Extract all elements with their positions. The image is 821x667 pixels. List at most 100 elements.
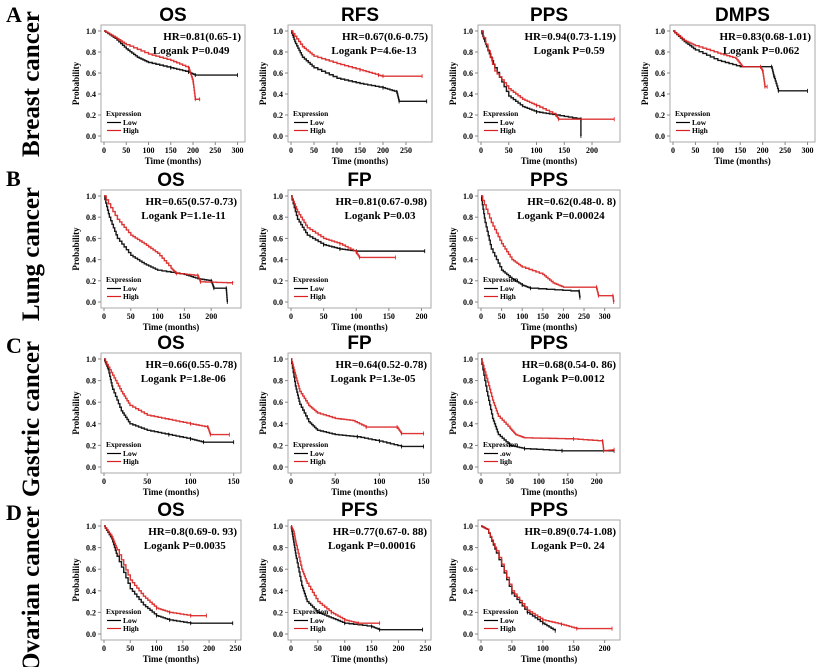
x-tick-label: 200 bbox=[557, 312, 569, 321]
y-axis-label: Probability bbox=[258, 227, 268, 271]
x-tick-label: 100 bbox=[533, 477, 545, 486]
x-tick-label: 0 bbox=[479, 644, 483, 653]
km-curve-high bbox=[104, 195, 234, 284]
x-tick-label: 100 bbox=[184, 477, 196, 486]
panel-title: FP bbox=[347, 170, 372, 191]
panel-title: OS bbox=[157, 170, 184, 191]
x-tick-label: 50 bbox=[127, 312, 135, 321]
x-tick-label: 0 bbox=[102, 146, 106, 155]
x-axis-label: Time (months) bbox=[143, 487, 200, 497]
legend-label-low: .ow bbox=[500, 449, 512, 458]
row-letter-b: B bbox=[6, 166, 21, 191]
y-axis-label: Probability bbox=[448, 227, 458, 271]
plot-frame bbox=[100, 189, 242, 309]
x-tick-label: 200 bbox=[415, 312, 427, 321]
x-tick-label: 150 bbox=[558, 146, 570, 155]
panel-title: PPS bbox=[530, 170, 568, 191]
x-tick-label: 100 bbox=[143, 146, 155, 155]
legend-title: Expression bbox=[293, 440, 329, 449]
legend-title: Expression bbox=[106, 607, 142, 616]
x-tick-label: 100 bbox=[151, 644, 163, 653]
logrank-p: Logank P=1.1e-11 bbox=[141, 210, 226, 222]
hazard-ratio: HR=0.89(0.74-1.08) bbox=[524, 526, 616, 538]
legend-label-high: High bbox=[123, 126, 140, 135]
logrank-p: Logank P=0.00016 bbox=[328, 540, 416, 552]
x-tick-label: 100 bbox=[516, 312, 528, 321]
km-curve-high bbox=[104, 30, 200, 100]
hazard-ratio: HR=0.65(0.57-0.73) bbox=[145, 196, 237, 208]
hazard-ratio: HR=0.64(0.52-0.78) bbox=[335, 359, 427, 371]
legend-title: Expression bbox=[293, 275, 329, 284]
y-tick-label: 0.4 bbox=[86, 587, 96, 596]
y-axis-label: Probability bbox=[71, 558, 81, 602]
plot-frame bbox=[669, 24, 816, 143]
x-tick-label: 150 bbox=[734, 146, 746, 155]
hazard-ratio: HR=0.67(0.6-0.75) bbox=[342, 31, 428, 43]
y-tick-label: 0.4 bbox=[463, 256, 473, 265]
x-tick-label: 150 bbox=[228, 477, 240, 486]
y-tick-label: 1.0 bbox=[463, 27, 473, 36]
y-tick-label: 0.2 bbox=[655, 111, 665, 120]
y-tick-label: 0.8 bbox=[655, 48, 665, 57]
y-axis-label: Probability bbox=[448, 558, 458, 602]
x-axis-label: Time (months) bbox=[143, 654, 200, 664]
km-curve-low bbox=[104, 358, 234, 443]
plot-frame bbox=[477, 519, 621, 641]
x-tick-label: 200 bbox=[377, 146, 389, 155]
plot-frame bbox=[287, 519, 432, 641]
row-letter-c: C bbox=[6, 333, 22, 358]
panel-title: PFS bbox=[341, 500, 378, 521]
logrank-p: Logank P=0.0035 bbox=[144, 540, 227, 552]
hazard-ratio: HR=0.83(0.68-1.01) bbox=[719, 31, 811, 43]
y-tick-label: 0.6 bbox=[273, 69, 283, 78]
x-tick-label: 100 bbox=[152, 312, 164, 321]
legend-label-low: Low bbox=[123, 284, 138, 293]
x-tick-label: 50 bbox=[691, 146, 699, 155]
y-tick-label: 0.8 bbox=[273, 48, 283, 57]
km-panel-7: OS 0.0 0.2 0.4 0.6 0.8 1.0 0 50 100 150 Time (month… bbox=[71, 333, 242, 497]
y-tick-label: 0.8 bbox=[463, 544, 473, 553]
x-tick-label: 100 bbox=[373, 477, 385, 486]
y-tick-label: 0.0 bbox=[86, 630, 96, 639]
x-tick-label: 50 bbox=[331, 477, 339, 486]
panel-title: RFS bbox=[341, 5, 379, 26]
x-tick-label: 100 bbox=[531, 146, 543, 155]
km-curve-high bbox=[104, 358, 230, 436]
km-curve-low bbox=[481, 358, 615, 452]
hazard-ratio: HR=0.68(0.54-0. 86) bbox=[522, 359, 617, 371]
legend-title: Expression bbox=[483, 109, 519, 118]
y-tick-label: 1.0 bbox=[463, 355, 473, 364]
logrank-p: Logank P=0.59 bbox=[534, 45, 606, 57]
x-tick-label: 250 bbox=[400, 146, 412, 155]
y-tick-label: 0.6 bbox=[463, 69, 473, 78]
km-curve-low bbox=[673, 30, 808, 92]
x-tick-label: 50 bbox=[126, 644, 134, 653]
y-tick-label: 0.4 bbox=[655, 90, 665, 99]
legend-label-low: Low bbox=[310, 449, 325, 458]
x-tick-label: 200 bbox=[586, 146, 598, 155]
legend-label-high: High bbox=[123, 624, 140, 633]
km-curve-high bbox=[290, 525, 380, 624]
y-tick-label: 0.4 bbox=[86, 420, 96, 429]
logrank-p: Logank P=0.0012 bbox=[523, 373, 606, 385]
km-curve-high bbox=[673, 30, 768, 88]
hazard-ratio: HR=0.94(0.73-1.19) bbox=[524, 31, 616, 43]
y-tick-label: 0.6 bbox=[273, 565, 283, 574]
y-axis-label: Probability bbox=[448, 61, 458, 105]
x-axis-label: Time (months) bbox=[521, 322, 578, 332]
y-tick-label: 1.0 bbox=[273, 522, 283, 531]
x-tick-label: 150 bbox=[354, 146, 366, 155]
x-tick-label: 300 bbox=[599, 312, 611, 321]
x-tick-label: 150 bbox=[562, 477, 574, 486]
y-tick-label: 1.0 bbox=[86, 522, 96, 531]
y-tick-label: 1.0 bbox=[273, 27, 283, 36]
y-tick-label: 0.6 bbox=[86, 565, 96, 574]
x-axis-label: Time (months) bbox=[521, 156, 578, 166]
y-tick-label: 0.0 bbox=[86, 463, 96, 472]
panel-title: OS bbox=[157, 500, 184, 521]
x-tick-label: 0 bbox=[479, 146, 483, 155]
y-tick-label: 0.4 bbox=[463, 420, 473, 429]
km-panel-0: OS 0.0 0.2 0.4 0.6 0.8 1.0 0 50 100 150 200 250 300 Ti… bbox=[71, 5, 246, 166]
y-tick-label: 0.8 bbox=[86, 377, 96, 386]
